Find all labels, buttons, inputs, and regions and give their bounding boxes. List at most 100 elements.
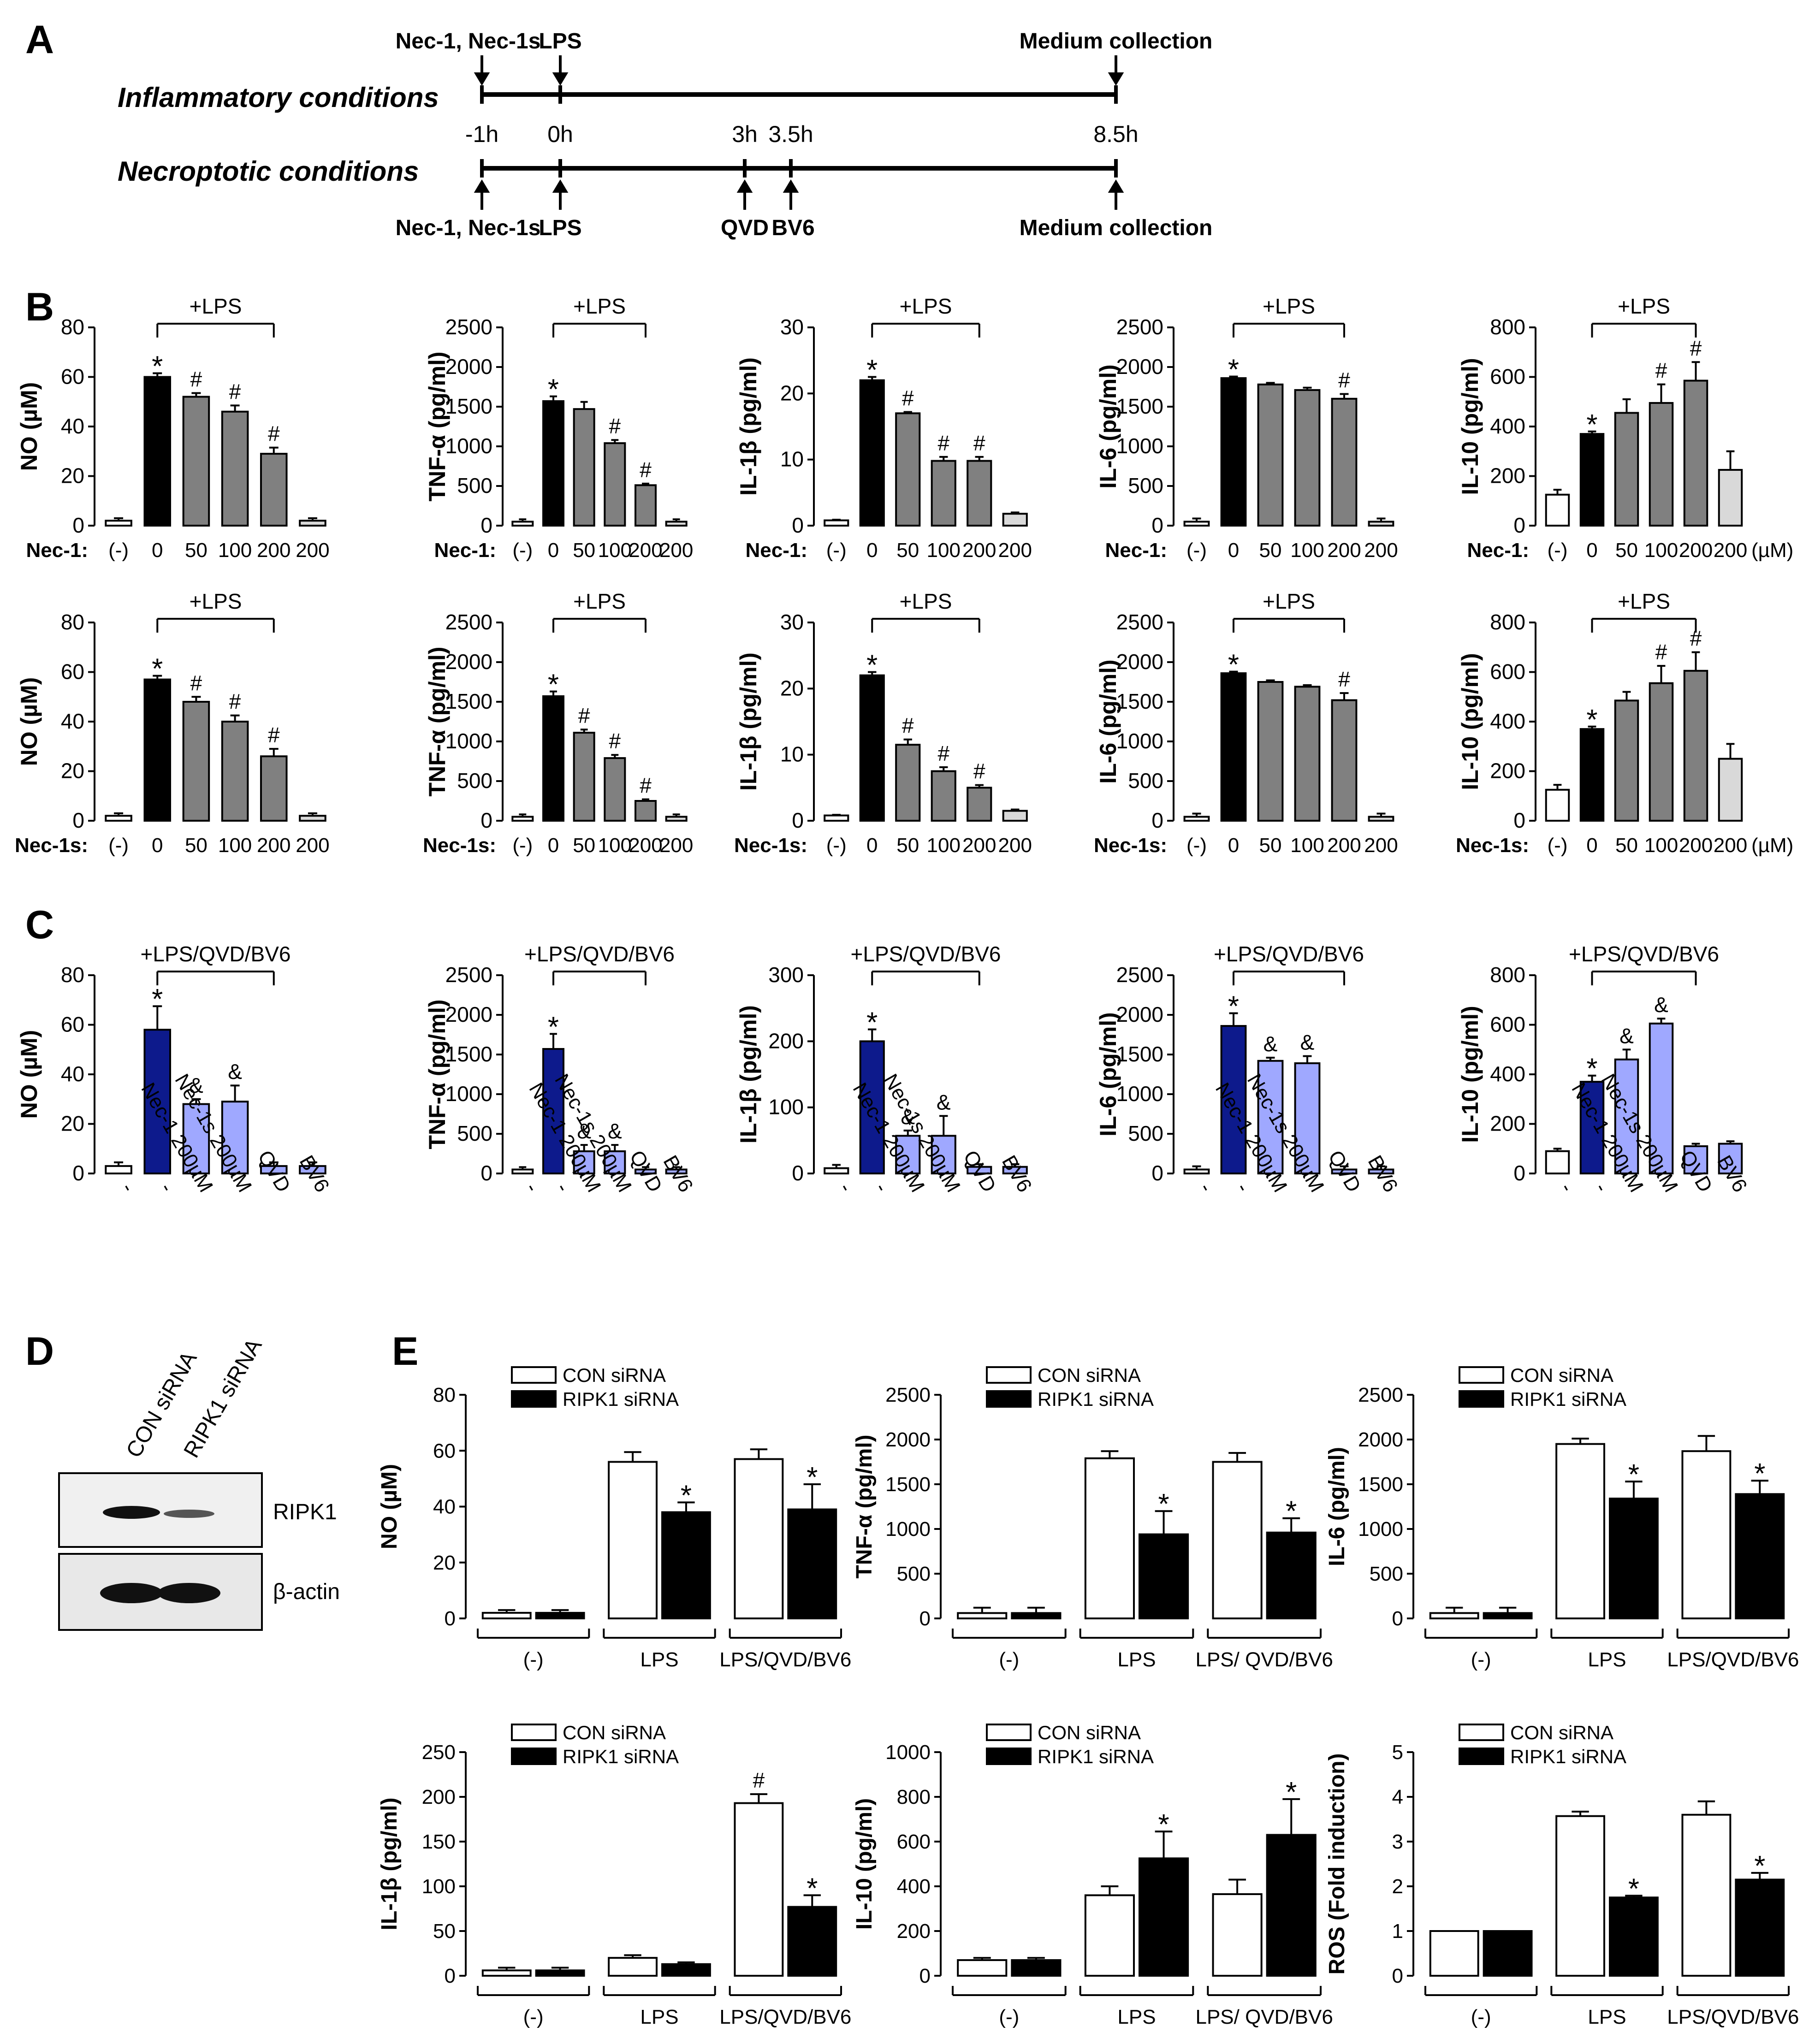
bar [635, 800, 657, 822]
bar [182, 1103, 210, 1174]
group-label: (-) [999, 2006, 1019, 2028]
legend-swatch-con [511, 1724, 557, 1741]
y-tick-label: 80 [61, 610, 84, 634]
bar [1649, 1022, 1674, 1174]
treatment-label: +LPS/QVD/BV6 [141, 942, 291, 966]
bar [1212, 1893, 1263, 1977]
y-tick-label: 2500 [445, 610, 492, 634]
bar [481, 1969, 532, 1977]
bar [787, 1906, 837, 1977]
significance-mark: # [190, 671, 202, 695]
legend-label-con: CON siRNA [1510, 1722, 1613, 1743]
y-tick-label: 1500 [445, 394, 492, 418]
bar [1614, 699, 1639, 822]
chart-E-IL10: 0 200 400 600 800 1000 IL-10 (pg/ml) (-) * LPS * LP… [852, 1722, 1333, 2028]
group-label: (-) [999, 1648, 1019, 1671]
band-ripk1-con [103, 1506, 160, 1519]
bar [1609, 1498, 1659, 1620]
legend-label-con: CON siRNA [563, 1722, 666, 1743]
significance-mark: * [1628, 1873, 1639, 1905]
y-tick-label: 150 [422, 1831, 456, 1853]
y-tick-label: 0 [1513, 1161, 1525, 1185]
x-tick-label: 100 [1644, 834, 1678, 857]
bar [957, 1612, 1008, 1620]
y-tick-label: 400 [1490, 414, 1525, 438]
x-tick-label: 200 [1679, 834, 1713, 857]
x-tick-label: 0 [1586, 539, 1597, 562]
bar [661, 1963, 711, 1977]
bar [967, 460, 992, 527]
y-tick-label: 2000 [445, 355, 492, 379]
legend-swatch-ripk1 [1459, 1748, 1504, 1765]
significance-mark: * [1586, 1053, 1597, 1085]
treatment-label: +LPS/QVD/BV6 [1569, 942, 1719, 966]
bar [1331, 699, 1358, 822]
x-tick-label: 50 [573, 834, 595, 857]
x-tick-label: (-) [108, 539, 129, 562]
timeline-ticks [480, 85, 1118, 178]
bar [143, 678, 172, 822]
y-tick-label: 200 [1490, 759, 1525, 783]
panel-label-c: C [25, 903, 54, 947]
legend-label-ripk1: RIPK1 siRNA [1038, 1388, 1154, 1410]
significance-mark: # [268, 723, 280, 747]
bar [1139, 1857, 1189, 1977]
treatment-label: +LPS/QVD/BV6 [524, 942, 675, 966]
significance-mark: # [190, 367, 202, 391]
y-tick-label: 0 [1151, 808, 1163, 832]
significance-mark: # [268, 422, 280, 446]
bar [1683, 379, 1708, 527]
y-tick-label: 2500 [1116, 315, 1163, 339]
bar [604, 757, 626, 822]
y-axis-label: TNF-α (pg/ml) [424, 351, 450, 501]
significance-mark: # [1338, 368, 1350, 392]
treatment-label: +LPS [1618, 589, 1670, 613]
y-axis-label: TNF-α (pg/ml) [424, 999, 450, 1149]
top-label-nec: Nec-1, Nec-1s [396, 29, 541, 53]
bar [665, 816, 688, 822]
x-tick-label: - [1590, 1179, 1613, 1196]
y-tick-label: 80 [61, 963, 84, 987]
y-tick-label: 0 [480, 808, 492, 832]
bar [1579, 1081, 1605, 1174]
x-tick-label: - [1232, 1179, 1255, 1196]
bar [143, 1029, 172, 1174]
chart-E-ROS: 0 1 2 3 4 5 ROS (Fold induction) (-) * LPS * LPS/QV… [1325, 1722, 1799, 2028]
x-tick-label: 50 [185, 539, 208, 562]
bar [1579, 728, 1605, 822]
y-tick-label: 0 [72, 513, 84, 537]
y-axis-label: IL-10 (pg/ml) [1457, 1006, 1483, 1143]
bar [221, 721, 249, 822]
y-tick-label: 2500 [1116, 963, 1163, 987]
y-tick-label: 2000 [1358, 1428, 1403, 1451]
y-tick-label: 1500 [885, 1473, 931, 1496]
y-tick-label: 2500 [1116, 610, 1163, 634]
treatment-label: +LPS [900, 294, 952, 318]
time-3-5h: 3.5h [768, 121, 813, 147]
bar [1614, 412, 1639, 527]
bar [1266, 1531, 1317, 1620]
bar [535, 1612, 585, 1619]
chart-E-NO: 0 20 40 60 80 NO (µM) (-) * LPS * LPS/QVD/BV6 CON s… [377, 1364, 851, 1671]
x-tick-label: 50 [1615, 834, 1638, 857]
significance-mark: # [1338, 667, 1350, 691]
bar [967, 787, 992, 822]
treatment-axis-label: Nec-1: [1467, 539, 1530, 562]
top-label-medium: Medium collection [1020, 29, 1213, 53]
significance-mark: & [1300, 1030, 1315, 1054]
bar [221, 1101, 249, 1174]
significance-mark: * [1228, 991, 1239, 1023]
x-tick-label: 100 [218, 539, 252, 562]
y-axis-label: TNF-α (pg/ml) [852, 1434, 877, 1578]
x-tick-label: 0 [152, 539, 163, 562]
y-tick-label: 0 [1151, 1161, 1163, 1185]
bar [1555, 1443, 1605, 1619]
significance-mark: & [608, 1119, 622, 1143]
y-tick-label: 0 [480, 513, 492, 537]
group-label: LPS/ QVD/BV6 [1195, 2006, 1333, 2028]
y-axis-label: IL-10 (pg/ml) [1457, 653, 1483, 790]
y-tick-label: 0 [480, 1161, 492, 1185]
bar [260, 453, 288, 527]
